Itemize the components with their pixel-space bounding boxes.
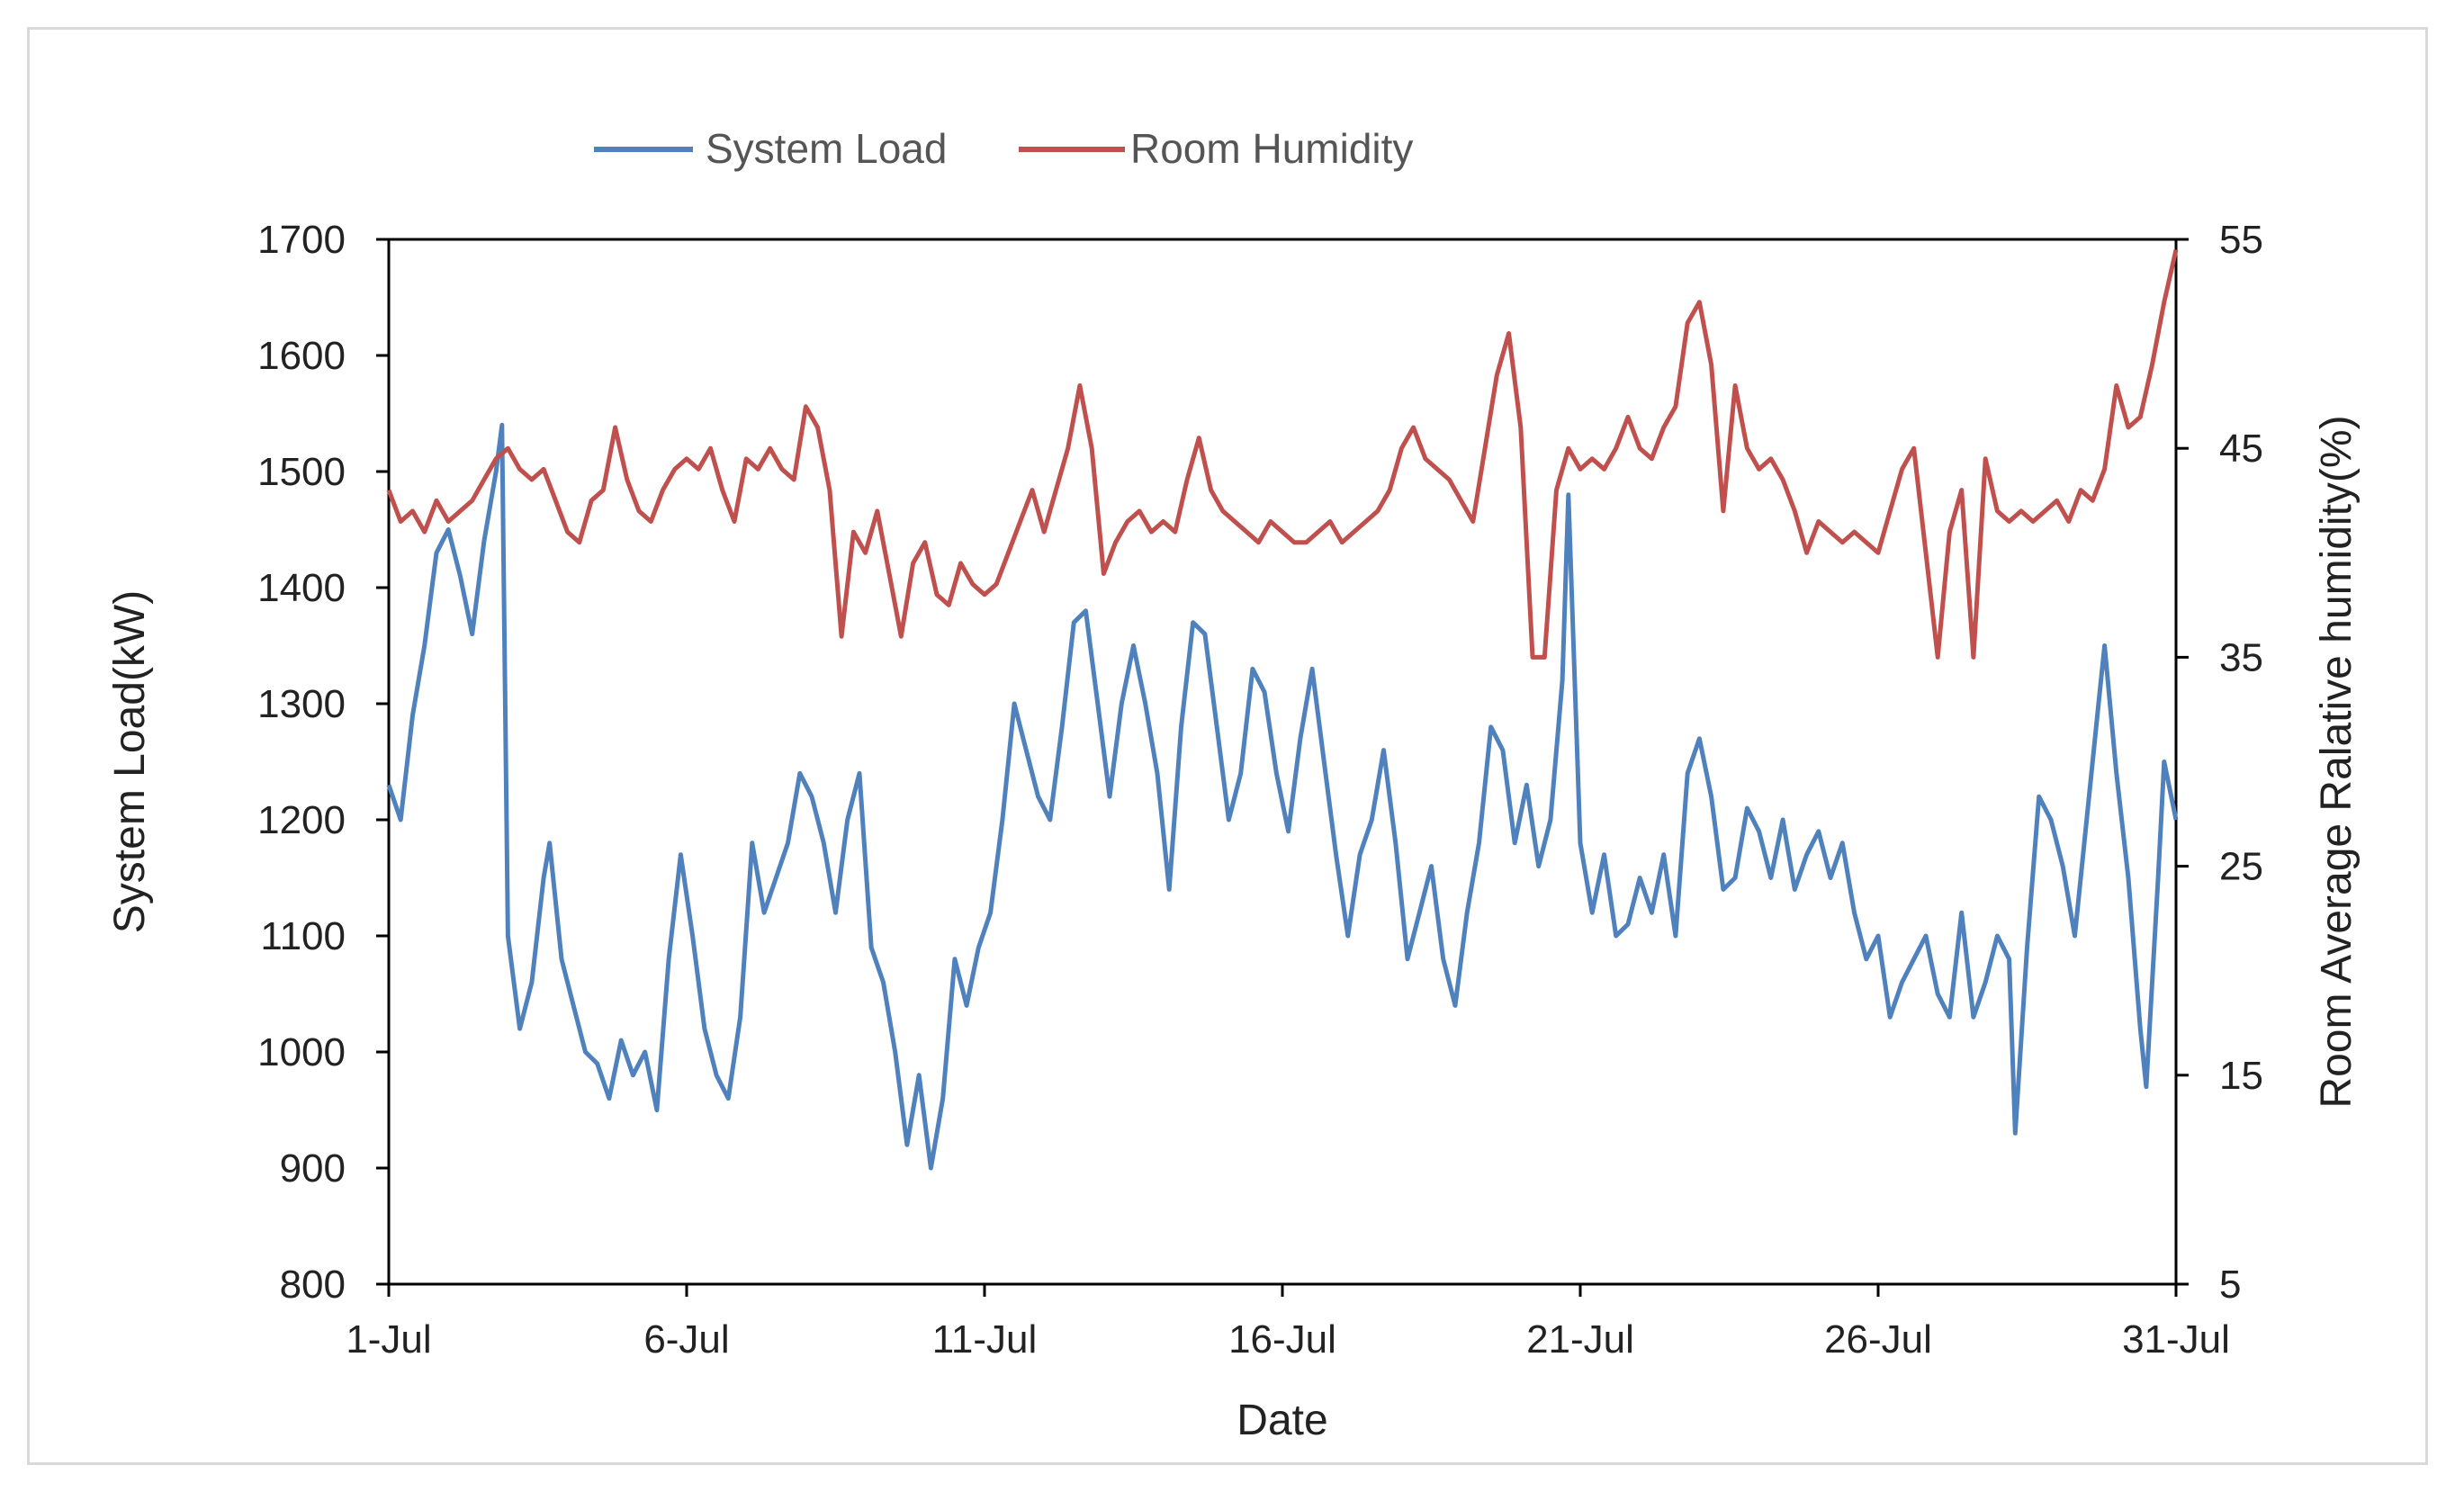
x-tick-label: 1-Jul <box>346 1317 431 1362</box>
right-tick-label: 55 <box>2219 218 2263 262</box>
left-tick-label: 1600 <box>257 334 346 378</box>
x-tick-label: 31-Jul <box>2122 1317 2230 1362</box>
left-tick-label: 1100 <box>260 914 346 958</box>
x-tick-label: 6-Jul <box>643 1317 729 1362</box>
right-tick-label: 5 <box>2219 1263 2241 1307</box>
left-tick-label: 1300 <box>257 682 346 726</box>
left-axis-title: System Load(kW) <box>106 590 154 933</box>
left-tick-label: 800 <box>280 1263 346 1307</box>
left-tick-label: 1700 <box>257 218 346 262</box>
right-tick-label: 25 <box>2219 845 2263 889</box>
right-tick-label: 45 <box>2219 427 2263 471</box>
chart-frame <box>27 27 2428 1465</box>
x-axis: 1-Jul 6-Jul 11-Jul 16-Jul 21-Jul 26-Jul 31-Jul <box>346 1284 2230 1362</box>
legend: System Load Room Humidity <box>594 125 1413 172</box>
x-tick-label: 26-Jul <box>1824 1317 1932 1362</box>
x-tick-label: 21-Jul <box>1526 1317 1634 1362</box>
right-tick-label: 35 <box>2219 635 2263 679</box>
left-axis: 800 900 1000 1100 1200 1300 1400 1500 1600 1700 <box>257 218 389 1307</box>
legend-label-room-humidity: Room Humidity <box>1130 125 1413 172</box>
right-axis-title: Room Average Ralative humidity(%) <box>2313 415 2361 1108</box>
x-axis-title: Date <box>1236 1397 1327 1444</box>
left-tick-label: 1500 <box>257 450 346 494</box>
series-line-room-humidity <box>386 249 2179 660</box>
series-line-system-load <box>386 422 2179 1171</box>
x-tick-label: 16-Jul <box>1228 1317 1336 1362</box>
right-axis: 5 15 25 35 45 55 <box>2176 218 2263 1307</box>
left-tick-label: 900 <box>280 1146 346 1191</box>
left-tick-label: 1000 <box>257 1030 346 1074</box>
legend-label-system-load: System Load <box>706 125 947 172</box>
left-tick-label: 1400 <box>257 566 346 610</box>
right-tick-label: 15 <box>2219 1054 2263 1098</box>
plot-area <box>387 238 2178 1286</box>
x-tick-label: 11-Jul <box>932 1317 1038 1362</box>
series-layer <box>386 249 2179 1171</box>
left-tick-label: 1200 <box>257 798 346 842</box>
